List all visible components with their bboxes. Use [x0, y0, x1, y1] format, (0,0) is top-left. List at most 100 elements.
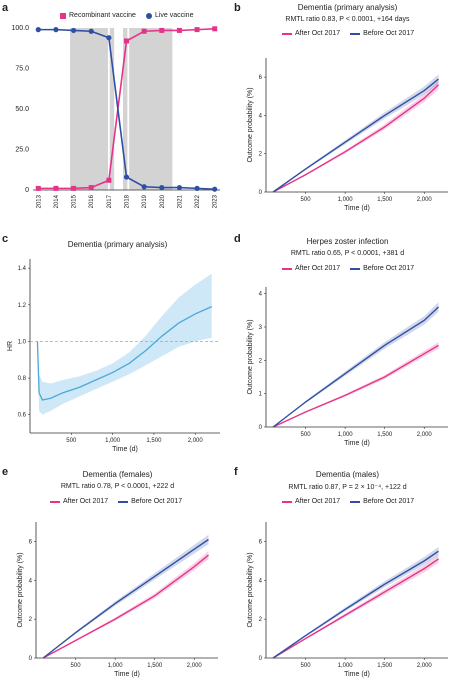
xtick-f-2: 1,500	[377, 663, 393, 669]
point-a-live-1	[53, 27, 59, 33]
shade-band-0	[70, 28, 108, 190]
ytick-f-3: 6	[259, 539, 263, 545]
series-line-e-1	[42, 538, 209, 659]
ytick-b-1: 2	[259, 152, 263, 158]
xlabel-d: Time (d)	[344, 440, 370, 447]
ytick-d-1: 1	[259, 392, 263, 398]
xtick-c-3: 2,000	[188, 438, 204, 444]
ytick-d-2: 2	[259, 358, 263, 364]
point-a-recombinant-7	[159, 27, 165, 33]
ytick-e-2: 4	[29, 578, 33, 584]
xtick-f-3: 2,000	[417, 663, 433, 669]
xtick-f-1: 1,000	[338, 663, 354, 669]
hr-line	[36, 306, 213, 401]
point-a-recombinant-1	[53, 185, 59, 191]
xtick-d-0: 500	[301, 432, 312, 438]
point-a-live-5	[123, 174, 130, 180]
legend-label-after-e: After Oct 2017	[63, 498, 109, 505]
ytick-e-1: 2	[29, 617, 33, 623]
series-line-d-1	[272, 306, 439, 428]
xtick-a-5: 2018	[125, 194, 131, 208]
ytick-b-0: 0	[259, 190, 263, 196]
chart-d-stat: RMTL ratio 0.65, P < 0.0001, +381 d	[290, 250, 405, 257]
ylabel-b: Outcome probability (%)	[247, 87, 254, 162]
xtick-a-2: 2015	[72, 194, 78, 208]
ytick-a-1: 25.0	[15, 147, 29, 154]
xtick-b-0: 500	[301, 197, 312, 203]
legend-b: After Oct 2017 Before Oct 2017	[282, 30, 414, 37]
legend-line-before-b	[350, 32, 361, 35]
ytick-a-2: 50.0	[15, 106, 29, 113]
legend-line-after-e	[50, 500, 60, 503]
legend-a: Recombinant vaccine Live vaccine	[60, 12, 193, 19]
xtick-d-1: 1,000	[338, 432, 354, 438]
legend-line-after-f	[282, 500, 292, 503]
chart-e-title: Dementia (females)	[82, 470, 153, 479]
point-a-recombinant-6	[141, 28, 147, 34]
point-a-recombinant-10	[212, 26, 218, 32]
xtick-f-0: 500	[301, 663, 312, 669]
ytick-d-3: 3	[259, 325, 263, 331]
point-a-live-0	[35, 27, 41, 33]
legend-item-recombinant: Recombinant vaccine	[60, 12, 136, 19]
point-a-live-3	[88, 28, 94, 34]
xlabel-e: Time (d)	[114, 671, 140, 678]
xtick-a-6: 2019	[142, 194, 148, 208]
ytick-a-0: 0	[25, 187, 29, 194]
chart-c-title: Dementia (primary analysis)	[67, 240, 168, 249]
ytick-c-2: 1.0	[18, 339, 27, 345]
chart-b-title: Dementia (primary analysis)	[297, 3, 398, 12]
xlabel-c: Time (d)	[112, 446, 138, 453]
xtick-b-1: 1,000	[338, 197, 354, 203]
series-line-f-0	[272, 558, 439, 659]
xtick-b-2: 1,500	[377, 197, 393, 203]
ytick-c-3: 1.2	[18, 303, 27, 309]
xtick-b-3: 2,000	[417, 197, 433, 203]
ci-band-e-0	[43, 550, 209, 658]
series-line-b-1	[272, 78, 439, 193]
series-line-b-0	[272, 84, 439, 193]
panel-label-c: c	[2, 233, 9, 245]
point-a-recombinant-2	[71, 185, 77, 191]
ytick-e-0: 0	[29, 656, 33, 662]
point-a-recombinant-4	[106, 177, 112, 183]
legend-label-after-d: After Oct 2017	[295, 265, 341, 272]
legend-swatch-live	[145, 12, 152, 19]
point-a-live-4	[106, 35, 112, 41]
xtick-a-7: 2020	[160, 194, 166, 208]
chart-f-title: Dementia (males)	[315, 470, 380, 479]
xtick-a-0: 2013	[36, 194, 42, 208]
point-a-recombinant-0	[35, 185, 41, 191]
ylabel-c: HR	[7, 341, 14, 351]
point-a-live-8	[176, 184, 183, 191]
legend-line-after-d	[282, 267, 292, 270]
panel-label-e: e	[2, 466, 9, 478]
point-a-live-9	[194, 185, 200, 191]
ytick-f-0: 0	[259, 656, 263, 662]
point-a-live-6	[141, 184, 147, 190]
chart-f: 0 2 4 6 500 1,000 1,500 2,000 Time (d) Outcome pr…	[247, 522, 448, 678]
xtick-c-1: 1,000	[105, 438, 121, 444]
chart-a: 0 25.0 50.0 75.0 100.0 2013 2014 2015 2016 2017 20…	[11, 25, 220, 208]
legend-line-before-e	[118, 500, 129, 503]
panel-label-f: f	[234, 466, 238, 478]
ytick-d-0: 0	[259, 425, 263, 431]
ytick-f-2: 4	[259, 578, 263, 584]
xlabel-f: Time (d)	[344, 671, 370, 678]
chart-f-stat: RMTL ratio 0.87, P = 2 × 10⁻⁴, +122 d	[288, 484, 407, 491]
xtick-a-1: 2014	[54, 194, 60, 208]
point-a-live-2	[70, 27, 77, 34]
legend-line-before-f	[350, 500, 361, 503]
legend-label-recombinant: Recombinant vaccine	[69, 12, 136, 19]
ytick-b-3: 6	[259, 75, 263, 81]
xtick-a-4: 2017	[107, 194, 113, 208]
legend-line-after-b	[282, 32, 292, 35]
legend-d: After Oct 2017 Before Oct 2017	[282, 265, 414, 272]
xtick-e-3: 2,000	[187, 663, 203, 669]
chart-e: 0 2 4 6 500 1,000 1,500 2,000 Time (d) Outcome pr…	[17, 522, 218, 678]
point-a-live-10	[212, 186, 218, 192]
point-a-recombinant-8	[176, 27, 182, 33]
ylabel-e: Outcome probability (%)	[17, 552, 24, 627]
series-line-e-0	[42, 554, 209, 659]
xtick-e-2: 1,500	[147, 663, 163, 669]
